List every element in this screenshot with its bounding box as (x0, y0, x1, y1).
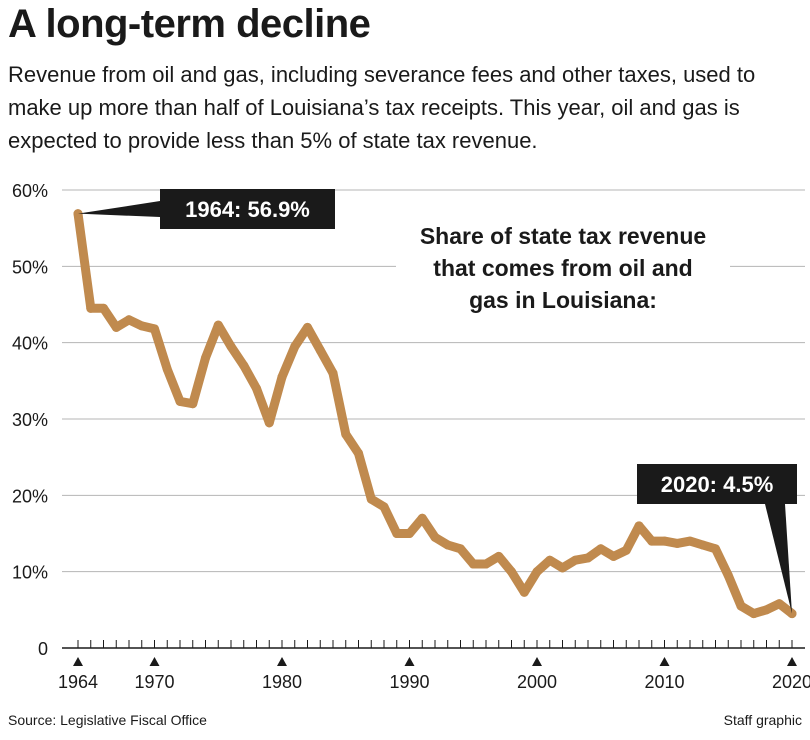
data-point (341, 429, 351, 439)
y-tick-label: 10% (12, 563, 48, 583)
source-note: Source: Legislative Fiscal Office (8, 712, 207, 728)
data-point (736, 601, 746, 611)
data-point (507, 567, 516, 577)
credit-note: Staff graphic (723, 712, 802, 728)
data-point (647, 536, 657, 546)
data-point (137, 321, 147, 331)
data-point (303, 322, 312, 332)
data-point (264, 418, 274, 428)
data-point (711, 544, 720, 554)
y-tick-label: 0 (38, 639, 48, 659)
y-tick-label: 20% (12, 486, 48, 506)
data-point (494, 551, 504, 561)
x-tick-label: 2000 (517, 672, 557, 692)
annotation-pointer (765, 504, 792, 614)
data-point (99, 303, 108, 313)
data-point (672, 538, 682, 548)
y-tick-label: 60% (12, 181, 48, 201)
y-tick-label: 50% (12, 257, 48, 277)
data-point (379, 502, 389, 512)
x-tick-label: 1980 (262, 672, 302, 692)
data-point (456, 544, 465, 554)
x-major-tick (659, 657, 670, 666)
x-tick-label: 1990 (389, 672, 429, 692)
data-point (226, 341, 236, 351)
data-point (328, 368, 338, 378)
annotations: 1964: 56.9% 2020: 4.5% (78, 189, 797, 614)
y-tick-label: 30% (12, 410, 48, 430)
data-point (252, 383, 261, 393)
annotation-label: 1964: 56.9% (185, 197, 310, 222)
data-point (239, 361, 249, 371)
data-point (150, 324, 159, 334)
x-tick-label: 1964 (58, 672, 98, 692)
line-chart: Share of state tax revenue that comes fro… (12, 181, 810, 692)
data-point (188, 399, 198, 409)
data-point (277, 372, 287, 382)
x-major-tick (277, 657, 287, 666)
data-point (519, 587, 529, 597)
annotation-pointer (78, 201, 160, 217)
data-point (545, 555, 555, 565)
y-tick-label: 40% (12, 334, 48, 354)
x-major-tick (532, 657, 542, 666)
data-point (481, 559, 491, 569)
inset-title: Share of state tax revenue that comes fro… (396, 222, 730, 320)
x-major-tick (73, 657, 83, 666)
y-axis: 0 10% 20% 30% 40% 50% 60% (12, 181, 48, 659)
data-point (443, 540, 453, 550)
inset-title-line: gas in Louisiana: (469, 287, 657, 313)
data-points (73, 209, 797, 619)
data-point (634, 521, 644, 531)
data-point (162, 364, 172, 374)
data-point (532, 567, 542, 577)
data-point (290, 341, 300, 351)
data-point (762, 605, 771, 615)
data-point (723, 570, 733, 580)
x-major-tick (149, 657, 160, 666)
inset-title-line: that comes from oil and (433, 255, 692, 281)
data-point (315, 345, 325, 355)
data-point (86, 303, 96, 313)
data-point (749, 609, 759, 619)
annotation-box (160, 189, 335, 229)
data-point (596, 544, 606, 554)
chart-title: A long-term decline (8, 2, 371, 46)
data-point (111, 322, 121, 332)
data-point (468, 559, 478, 569)
data-point (685, 536, 695, 546)
data-point (417, 513, 427, 523)
x-axis: 1964 1970 1980 1990 2000 2010 2020 (58, 640, 810, 692)
data-point (201, 353, 210, 363)
data-point (660, 536, 669, 546)
data-point (583, 553, 593, 563)
data-point (175, 396, 185, 406)
x-major-tick (787, 657, 797, 666)
x-major-tick (404, 657, 415, 666)
data-point (609, 551, 618, 561)
data-point (366, 494, 376, 504)
data-point (558, 563, 567, 573)
data-point (570, 555, 580, 565)
x-tick-label: 1970 (134, 672, 174, 692)
data-point (354, 448, 363, 458)
inset-title-background (396, 222, 730, 320)
data-point (621, 545, 631, 555)
data-point (405, 529, 414, 538)
x-tick-label: 2020 (772, 672, 810, 692)
x-tick-label: 2010 (644, 672, 684, 692)
data-point (774, 599, 784, 609)
data-point (430, 532, 440, 542)
data-point (392, 529, 402, 538)
inset-title-line: Share of state tax revenue (420, 223, 706, 249)
data-point (698, 540, 708, 550)
data-point (124, 315, 134, 325)
data-point (213, 320, 223, 330)
chart-subtitle: Revenue from oil and gas, including seve… (8, 62, 756, 153)
annotation-label: 2020: 4.5% (661, 472, 774, 497)
annotation-box (637, 464, 797, 504)
